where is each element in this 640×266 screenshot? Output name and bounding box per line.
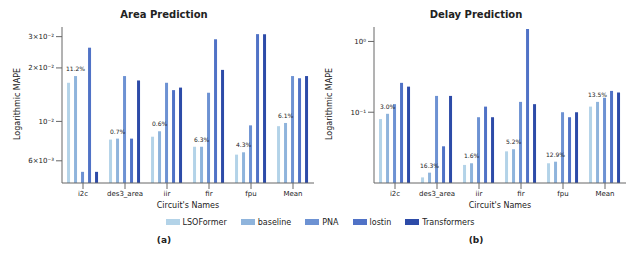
html-text:Area Prediction: Area Prediction: [120, 9, 208, 20]
html-text:(a): (a): [156, 235, 172, 245]
html-text:Delay Prediction: Delay Prediction: [429, 9, 523, 20]
html-text:Transformers: Transformers: [422, 217, 475, 227]
svg-text:fir: fir: [205, 190, 212, 198]
svg-text:3.0%: 3.0%: [380, 103, 396, 110]
svg-text:6.3%: 6.3%: [194, 136, 210, 143]
svg-text:10⁻²: 10⁻²: [39, 118, 55, 126]
svg-text:fir: fir: [517, 190, 524, 198]
svg-text:10⁰: 10⁰: [354, 38, 366, 46]
svg-text:Circuit's Names: Circuit's Names: [469, 201, 531, 210]
svg-text:16.3%: 16.3%: [420, 162, 439, 169]
svg-text:6.1%: 6.1%: [278, 112, 294, 119]
svg-text:Mean: Mean: [595, 190, 614, 198]
svg-text:fpu: fpu: [557, 190, 568, 198]
svg-text:Logarithmic MAPE: Logarithmic MAPE: [325, 68, 334, 140]
svg-text:6×10⁻³: 6×10⁻³: [28, 157, 54, 165]
svg-text:Circuit's Names: Circuit's Names: [157, 201, 219, 210]
html-text:lostin: lostin: [369, 217, 392, 227]
svg-text:fpu: fpu: [245, 190, 256, 198]
svg-text:Logarithmic MAPE: Logarithmic MAPE: [13, 68, 22, 140]
svg-text:0.6%: 0.6%: [152, 120, 168, 127]
svg-text:3×10⁻²: 3×10⁻²: [28, 33, 54, 41]
svg-text:iir: iir: [476, 190, 483, 198]
svg-text:i2c: i2c: [78, 190, 88, 198]
svg-text:5.2%: 5.2%: [506, 138, 522, 145]
html-text:LSOFormer: LSOFormer: [182, 217, 227, 227]
svg-text:i2c: i2c: [390, 190, 400, 198]
svg-text:des3_area: des3_area: [419, 190, 455, 198]
svg-text:10⁻¹: 10⁻¹: [351, 109, 367, 117]
svg-text:12.9%: 12.9%: [546, 151, 565, 158]
svg-text:2×10⁻²: 2×10⁻²: [28, 64, 54, 72]
svg-text:0.7%: 0.7%: [110, 128, 126, 135]
html-text:PNA: PNA: [322, 217, 339, 227]
html-text:(b): (b): [468, 235, 484, 245]
html-text:baseline: baseline: [257, 217, 292, 227]
svg-text:Mean: Mean: [283, 190, 302, 198]
svg-text:des3_area: des3_area: [107, 190, 143, 198]
svg-text:4.3%: 4.3%: [236, 141, 252, 148]
svg-text:iir: iir: [164, 190, 171, 198]
svg-text:11.2%: 11.2%: [66, 65, 85, 72]
svg-text:1.6%: 1.6%: [464, 152, 480, 159]
svg-text:13.5%: 13.5%: [588, 91, 607, 98]
